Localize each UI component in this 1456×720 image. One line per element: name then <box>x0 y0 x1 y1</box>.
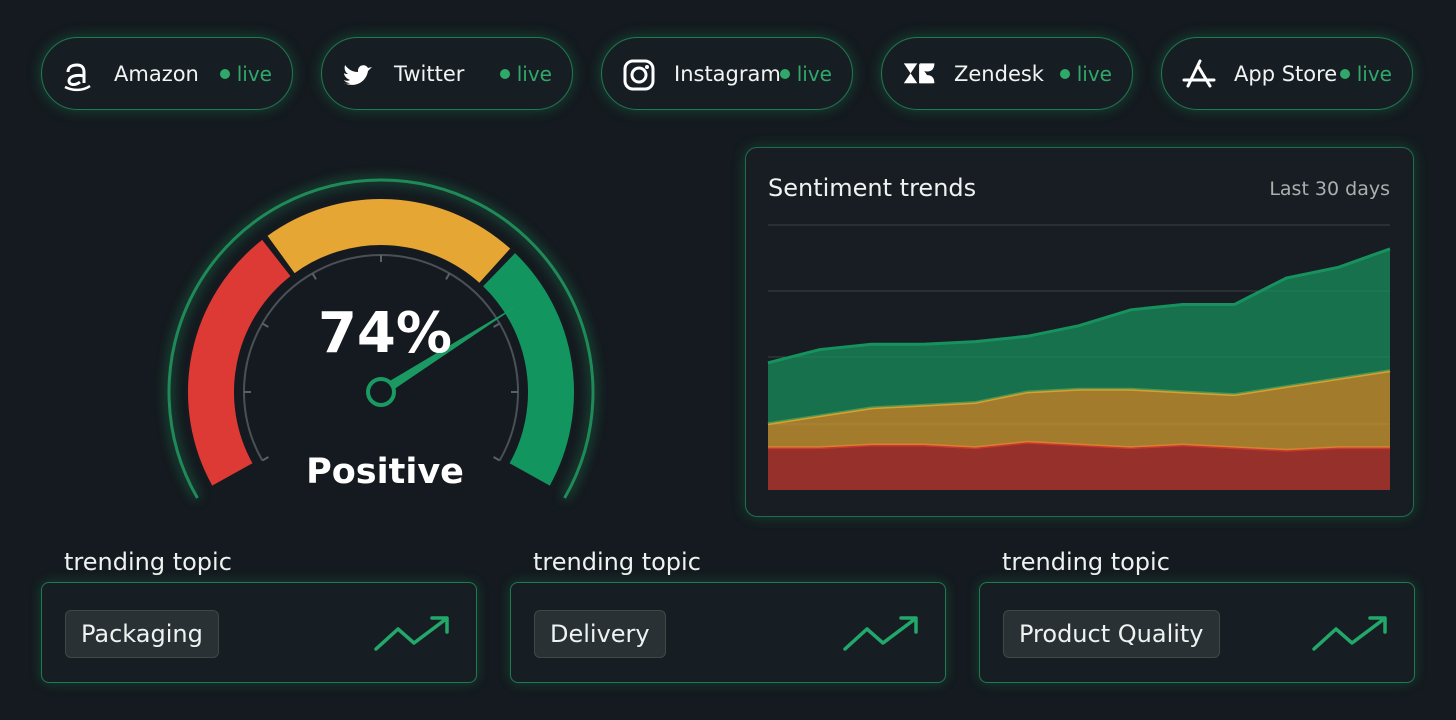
source-status: live <box>499 61 552 86</box>
gauge-outline <box>167 178 595 499</box>
source-status: live <box>1339 61 1392 86</box>
source-name: Zendesk <box>954 61 1044 86</box>
topic-heading: trending topic <box>1002 548 1170 576</box>
gauge-tick <box>493 322 501 328</box>
status-dot <box>219 68 230 79</box>
topic-chip: Packaging <box>65 610 219 658</box>
trend-arrow <box>843 616 918 651</box>
source-name: Twitter <box>394 61 465 86</box>
source-icon <box>1182 59 1216 88</box>
gauge-tick <box>311 272 317 280</box>
source-status: live <box>779 61 832 86</box>
topic-card: Product Quality <box>979 582 1415 683</box>
source-pill: Instagram live <box>601 37 853 110</box>
status-text: live <box>1356 61 1392 86</box>
source-icon <box>623 59 655 91</box>
area-chart <box>767 247 1391 490</box>
source-pill: Zendesk live <box>881 37 1133 110</box>
topic-card: Delivery <box>510 582 946 683</box>
area <box>768 248 1390 424</box>
gauge-tick <box>261 322 269 328</box>
status-text: live <box>796 61 832 86</box>
source-icon <box>903 63 935 84</box>
source-name: Amazon <box>114 61 199 86</box>
gauge-band <box>482 253 574 486</box>
status-text: live <box>516 61 552 86</box>
gauge-band <box>188 239 291 486</box>
area-edge <box>767 247 1391 365</box>
source-icon <box>344 65 372 85</box>
source-status: live <box>1059 61 1112 86</box>
gauge-tick <box>445 272 451 280</box>
area <box>768 370 1390 451</box>
status-dot <box>1059 68 1070 79</box>
topic-chip: Product Quality <box>1003 610 1220 658</box>
source-name: Instagram <box>674 61 781 86</box>
source-pill: App Store live <box>1161 37 1413 110</box>
topic-heading: trending topic <box>64 548 232 576</box>
gauge-value: 74% <box>318 301 452 366</box>
status-dot <box>1339 68 1350 79</box>
status-dot <box>779 68 790 79</box>
chart-subtitle: Last 30 days <box>1269 178 1390 200</box>
gauge-status: Positive <box>306 452 464 492</box>
status-dot <box>499 68 510 79</box>
gauge-tick <box>493 456 501 462</box>
gauge-needle <box>378 299 527 397</box>
trend-arrow <box>1312 616 1387 651</box>
source-pill: Twitter live <box>321 37 573 110</box>
topic-card: Packaging <box>41 582 477 683</box>
source-pill: Amazon live <box>41 37 293 110</box>
gauge-hub <box>366 377 396 407</box>
chart-title: Sentiment trends <box>768 174 976 202</box>
gauge-band <box>267 199 511 284</box>
status-text: live <box>1076 61 1112 86</box>
source-icon <box>64 63 91 92</box>
trend-arrow <box>374 616 449 651</box>
area <box>768 442 1390 490</box>
source-status: live <box>219 61 272 86</box>
topic-heading: trending topic <box>533 548 701 576</box>
topic-chip: Delivery <box>534 610 666 658</box>
status-text: live <box>236 61 272 86</box>
gauge-tick <box>261 456 269 462</box>
source-name: App Store <box>1234 61 1338 86</box>
gauge: 74% Positive <box>167 178 595 499</box>
